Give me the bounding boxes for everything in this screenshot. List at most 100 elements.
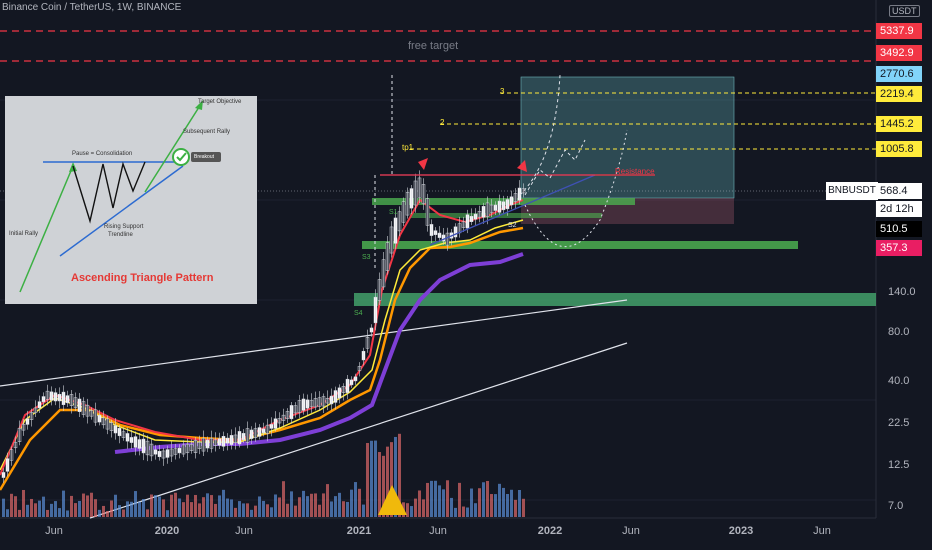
- volume-bar: [502, 487, 505, 517]
- x-tick-jun-2019: Jun: [45, 525, 63, 537]
- volume-bar: [70, 495, 73, 517]
- free-target-label: free target: [408, 40, 459, 52]
- volume-bar: [442, 489, 445, 517]
- volume-bar: [242, 503, 245, 517]
- volume-bar: [206, 493, 209, 517]
- s4-label: S4: [354, 310, 363, 317]
- volume-bar: [262, 500, 265, 517]
- currency-badge[interactable]: USDT: [889, 5, 920, 17]
- s2-label: S2: [508, 222, 517, 229]
- volume-bar: [182, 502, 185, 517]
- volume-bar: [210, 495, 213, 517]
- inset-consolidation-path: [72, 161, 146, 224]
- volume-bar: [18, 509, 21, 517]
- inset-trendline: Trendline: [108, 232, 133, 238]
- volume-bar: [54, 501, 57, 517]
- support-zone-4: [354, 293, 876, 306]
- x-tick-jun-2023: Jun: [813, 525, 831, 537]
- support-zone-2: [410, 213, 602, 218]
- volume-bar: [294, 505, 297, 517]
- volume-bar: [494, 494, 497, 517]
- volume-bar: [386, 446, 389, 517]
- volume-bar: [258, 496, 261, 517]
- volume-bar: [338, 492, 341, 517]
- x-tick-2022: 2022: [537, 525, 563, 537]
- volume-bar: [162, 499, 165, 517]
- volume-bar: [234, 507, 237, 517]
- volume-bar: [278, 497, 281, 517]
- volume-bar: [230, 499, 233, 517]
- volume-bar: [110, 500, 113, 517]
- volume-bar: [266, 504, 269, 517]
- red-arrow-marker-1: [418, 158, 428, 170]
- pattern-inset-drawing: [19, 100, 221, 293]
- volume-bar: [286, 503, 289, 517]
- y-tick-22-5: 22.5: [888, 417, 910, 429]
- volume-bar: [522, 498, 525, 517]
- volume-bar: [362, 504, 365, 517]
- volume-bar: [254, 505, 257, 517]
- volume-bar: [174, 492, 177, 517]
- volume-bar: [454, 507, 457, 517]
- support-zone-3: [362, 241, 798, 249]
- volume-bar: [354, 482, 357, 517]
- volume-bar: [30, 498, 33, 517]
- volume-bar: [190, 502, 193, 517]
- projection-dashed-up: [519, 74, 561, 196]
- trendline-upper: [0, 299, 628, 387]
- y-tick-12-5: 12.5: [888, 459, 910, 471]
- volume-bar: [498, 483, 501, 517]
- volume-bar: [250, 509, 253, 517]
- volume-bar: [470, 488, 473, 517]
- volume-bar: [478, 488, 481, 517]
- volume-bar: [518, 489, 521, 517]
- volume-bar: [506, 494, 509, 517]
- inset-target-objective: Target Objective: [198, 99, 242, 105]
- volume-bar: [150, 494, 153, 517]
- volume-bar: [322, 493, 325, 517]
- candles: [1, 170, 526, 483]
- inset-initial-rally-arrow: [19, 165, 74, 293]
- volume-bar: [346, 501, 349, 517]
- volume-bar: [474, 503, 477, 517]
- volume-bar: [510, 489, 513, 517]
- projection-zigzag: [524, 139, 586, 196]
- volume-bar: [378, 452, 381, 517]
- volume-bar: [10, 493, 13, 517]
- volume-bar: [154, 495, 157, 517]
- volume-bar: [434, 480, 437, 517]
- ma-purple: [114, 252, 524, 454]
- inset-breakout-badge: [191, 152, 221, 162]
- x-tick-2020: 2020: [154, 525, 180, 537]
- bar-countdown: 2d 12h: [876, 201, 922, 217]
- volume-bar: [214, 503, 217, 517]
- red-arrow-marker-2: [517, 160, 527, 172]
- volume-bar: [202, 497, 205, 517]
- volume-bar: [410, 506, 413, 517]
- volume-bar: [302, 490, 305, 517]
- volume-bar: [486, 480, 489, 517]
- volume-bar: [142, 499, 145, 517]
- x-tick-jun-2020: Jun: [235, 525, 253, 537]
- volume-bar: [82, 493, 85, 517]
- ticker-symbol: BNBUSDT: [826, 182, 878, 200]
- volume-bar: [158, 496, 161, 517]
- volume-bar: [74, 503, 77, 517]
- tp1-label: tp1: [402, 143, 414, 152]
- volume-bar: [194, 494, 197, 517]
- volume-bar: [310, 493, 313, 517]
- current-price-label: 568.4: [876, 183, 922, 199]
- volume-bar: [98, 509, 101, 517]
- volume-bar: [350, 489, 353, 517]
- inset-pause-label: Pause = Consolidation: [72, 151, 133, 157]
- y-tick-7: 7.0: [888, 500, 904, 512]
- volume-bar: [462, 506, 465, 517]
- volume-bar: [282, 481, 285, 517]
- inset-check-mark: [176, 152, 187, 162]
- volume-bar: [130, 501, 133, 517]
- volume-bar: [270, 507, 273, 517]
- y-tick-140: 140.0: [888, 286, 916, 298]
- x-tick-2021: 2021: [346, 525, 372, 537]
- volume-bar: [62, 490, 65, 517]
